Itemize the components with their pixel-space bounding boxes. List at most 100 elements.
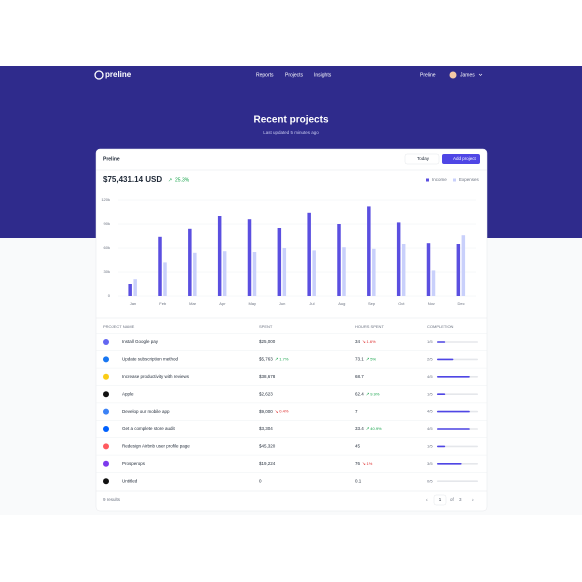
bar: [372, 248, 376, 296]
legend-label: Income: [432, 177, 447, 182]
spent: $9,000: [259, 409, 273, 414]
bar: [128, 284, 132, 296]
project-icon: [103, 443, 109, 450]
x-tick-label: Jun: [279, 301, 285, 306]
trend-arrow: ↗: [366, 426, 370, 431]
page-number[interactable]: 1: [439, 497, 442, 502]
legend-swatch: [453, 178, 456, 182]
bar: [163, 262, 167, 296]
chevron: [478, 73, 483, 76]
user-name[interactable]: James: [460, 72, 475, 78]
progress-fill: [437, 410, 470, 413]
hours: 76: [355, 461, 361, 466]
progress-fill: [437, 393, 446, 395]
bar: [252, 252, 257, 296]
nav-link[interactable]: Reports: [256, 72, 274, 78]
project-name[interactable]: Increase productivity with reviews: [122, 374, 190, 379]
bar: [158, 236, 162, 296]
project-name[interactable]: Install Google pay: [122, 339, 159, 344]
add-button[interactable]: [442, 154, 480, 164]
bar: [431, 270, 436, 296]
project-name[interactable]: Prosperops: [122, 461, 146, 466]
bar: [426, 243, 431, 296]
progress-fill: [437, 463, 462, 465]
total-arrow: ↗: [168, 177, 172, 183]
project-name[interactable]: Get a complete store audit: [122, 426, 176, 431]
page-title: Recent projects: [253, 115, 328, 126]
project-name[interactable]: Update subscription method: [122, 357, 179, 362]
bar: [401, 244, 406, 296]
completion: 2/5: [427, 356, 433, 361]
project-name[interactable]: Develop our mobile app: [122, 409, 170, 414]
spent: $3,304: [259, 426, 273, 431]
logo-icon: [94, 70, 104, 80]
bar: [188, 228, 192, 296]
project-icon: [103, 391, 109, 398]
hours: 33.4: [355, 426, 364, 431]
completion: 3/5: [427, 461, 433, 466]
completion: 1/5: [427, 443, 433, 448]
date-button-label[interactable]: Today: [417, 156, 430, 161]
next-page[interactable]: ›: [472, 497, 474, 503]
x-tick-label: Feb: [159, 301, 167, 306]
column-header: HOURS SPENT: [355, 324, 384, 329]
bar: [337, 224, 341, 296]
project-icon: [103, 339, 109, 345]
card-title: Preline: [103, 156, 120, 162]
column-header: SPENT: [259, 324, 273, 329]
logo[interactable]: preline: [105, 70, 132, 79]
add-button-label[interactable]: Add project: [453, 156, 477, 161]
project-name[interactable]: Apple: [122, 391, 134, 396]
bar: [367, 206, 371, 296]
prev-page[interactable]: ‹: [426, 497, 428, 503]
project-icon: [103, 460, 109, 467]
nav-link[interactable]: Insights: [314, 72, 332, 78]
legend-swatch: [426, 178, 429, 182]
avatar[interactable]: [449, 71, 457, 79]
date-button[interactable]: [404, 153, 440, 165]
page-subtitle: Last updated 5 minutes ago: [263, 130, 319, 135]
bar: [247, 219, 252, 296]
x-tick-label: Nov: [428, 301, 435, 306]
y-tick-label: 60k: [104, 245, 110, 250]
completion: 4/5: [427, 374, 433, 379]
page-of: of: [450, 497, 455, 502]
trend-value: 0.4%: [279, 409, 289, 414]
project-name[interactable]: Untitled: [122, 478, 138, 483]
bar: [312, 250, 316, 296]
trend-value: 1%: [367, 461, 373, 466]
y-tick-label: 30k: [104, 269, 110, 274]
progress-track: [437, 445, 478, 448]
column-header: COMPLETION: [427, 324, 454, 329]
trend-arrow: ↗: [275, 357, 279, 362]
x-tick-label: May: [248, 301, 256, 306]
trend-arrow: ↘: [275, 409, 279, 414]
y-tick-label: 120k: [101, 197, 110, 202]
y-tick-label: 0: [108, 293, 111, 298]
progress-track: [437, 480, 478, 482]
project-icon: [103, 478, 109, 485]
trend-value: 9.9%: [370, 391, 380, 396]
workspace[interactable]: Preline: [420, 72, 436, 78]
hours: 73.1: [355, 357, 364, 362]
total: $75,431.14 USD: [103, 175, 162, 184]
bar: [193, 252, 197, 296]
progress-fill: [437, 376, 470, 378]
nav-link[interactable]: Projects: [285, 72, 304, 78]
page-box[interactable]: [433, 494, 447, 506]
spent: $2,623: [259, 391, 273, 396]
y-tick-label: 90k: [104, 221, 110, 226]
bar: [282, 248, 287, 296]
bar: [456, 244, 461, 296]
x-tick-label: Sep: [368, 301, 376, 306]
project-name[interactable]: Redesign Airbnb user profile page: [122, 444, 190, 449]
column-header: PROJECT NAME: [103, 324, 135, 329]
trend-value: 1.6%: [367, 339, 377, 344]
bar: [277, 228, 282, 296]
x-tick-label: Apr: [219, 301, 226, 306]
bar: [133, 279, 137, 296]
spent: $38,678: [259, 374, 276, 379]
completion: 1/5: [427, 391, 433, 396]
trend-value: 40.9%: [370, 426, 382, 431]
spent: 0: [259, 478, 262, 483]
